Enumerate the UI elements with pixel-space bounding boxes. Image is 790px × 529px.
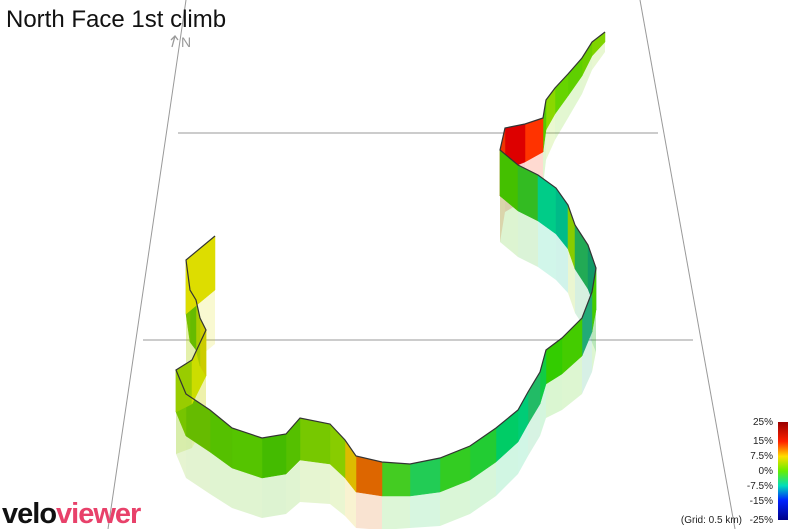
compass-label: N <box>181 34 191 50</box>
route-reflection <box>496 442 518 496</box>
route-reflection <box>568 249 575 313</box>
compass <box>170 35 179 48</box>
legend-label: -25% <box>750 515 773 526</box>
route-reflection <box>470 462 496 514</box>
route-reflection <box>345 478 356 528</box>
legend-label: -15% <box>750 496 773 507</box>
route-reflection <box>582 332 592 394</box>
route-reflection <box>500 196 518 257</box>
route-reflection <box>556 234 568 293</box>
route <box>175 31 606 529</box>
route-reflection <box>232 468 262 518</box>
route-reflection <box>518 424 528 474</box>
route-reflection <box>538 221 556 280</box>
route-reflection <box>543 130 546 186</box>
compass-arrow <box>171 35 176 48</box>
route-reflection <box>186 436 210 494</box>
route-reflection <box>356 492 382 529</box>
route-wall <box>381 461 411 497</box>
route-reflection <box>286 460 300 514</box>
route-reflection <box>518 211 538 267</box>
route-reflection <box>410 492 440 528</box>
route-wall <box>355 455 383 497</box>
route-reflection <box>210 452 232 508</box>
logo: veloviewer <box>2 498 141 529</box>
grid-line <box>107 0 187 529</box>
legend: 25% 15% 7.5% 0% -7.5% -15% -25% (Grid: 0… <box>681 417 773 526</box>
logo-velo: velo <box>2 498 56 529</box>
route-reflection <box>382 496 410 529</box>
route-reflection <box>176 412 186 478</box>
grid <box>107 0 736 529</box>
legend-label: 25% <box>753 417 773 428</box>
route-wall <box>261 433 287 479</box>
legend-label: 15% <box>753 436 773 447</box>
logo-viewer: viewer <box>56 498 141 529</box>
route-reflection <box>592 310 596 372</box>
route-reflection <box>568 76 582 118</box>
title: North Face 1st climb <box>6 6 226 33</box>
route-reflection <box>555 96 568 140</box>
legend-bar <box>778 422 788 520</box>
legend-label: 7.5% <box>750 451 773 462</box>
compass-arrow-head <box>170 35 179 41</box>
route-reflection <box>300 460 330 504</box>
route-reflection <box>582 56 592 94</box>
route-reflection <box>440 480 470 526</box>
route-reflection <box>330 464 345 516</box>
route-edge <box>175 31 606 465</box>
legend-label: -7.5% <box>747 481 773 492</box>
route-wall <box>299 417 331 465</box>
route-reflection <box>546 374 562 418</box>
route-reflection <box>546 114 555 160</box>
grid-note: (Grid: 0.5 km) <box>681 515 742 526</box>
route-reflection <box>528 404 540 456</box>
legend-label: 0% <box>759 466 774 477</box>
grid-line <box>639 0 736 529</box>
route-reflection <box>540 384 546 436</box>
route-reflection <box>262 474 286 518</box>
route-reflection <box>592 42 605 70</box>
